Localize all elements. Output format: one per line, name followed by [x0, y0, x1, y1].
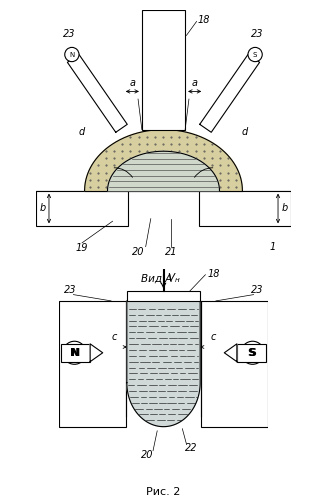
Bar [36, 191, 128, 227]
Text: b: b [281, 204, 287, 214]
Polygon shape [224, 344, 237, 362]
Circle shape [63, 341, 86, 364]
Bar [127, 291, 200, 301]
Text: 23: 23 [251, 29, 264, 39]
Text: S: S [249, 348, 257, 358]
Text: N: N [71, 348, 80, 358]
Text: a: a [192, 78, 198, 88]
Bar [59, 301, 126, 427]
Text: N: N [69, 51, 75, 57]
Text: 23: 23 [64, 285, 77, 295]
Text: 20: 20 [141, 450, 153, 460]
Text: a: a [129, 78, 135, 88]
Text: 18: 18 [208, 268, 220, 278]
Polygon shape [90, 344, 103, 362]
Text: Вид А: Вид А [142, 273, 173, 283]
Text: 20: 20 [132, 247, 144, 257]
Text: c: c [210, 332, 215, 342]
Polygon shape [108, 151, 219, 191]
Text: 23: 23 [250, 285, 263, 295]
Text: 1: 1 [270, 242, 276, 251]
Text: d: d [79, 127, 85, 137]
Text: S: S [248, 348, 255, 358]
Bar [201, 301, 268, 427]
Text: c: c [112, 332, 117, 342]
Bar [199, 191, 291, 227]
Text: b: b [40, 204, 46, 214]
Bar [142, 10, 185, 130]
Text: 23: 23 [63, 29, 76, 39]
Polygon shape [67, 54, 127, 132]
Polygon shape [200, 54, 260, 132]
Polygon shape [85, 130, 242, 191]
Bar [237, 344, 266, 362]
Text: Рис. 2: Рис. 2 [146, 487, 181, 497]
Text: 18: 18 [198, 15, 210, 25]
Text: 22: 22 [184, 443, 197, 453]
Text: 21: 21 [165, 247, 177, 257]
Polygon shape [127, 301, 200, 427]
Circle shape [241, 341, 264, 364]
Circle shape [65, 47, 79, 62]
Bar [61, 344, 90, 362]
Text: S: S [253, 51, 257, 57]
Text: N: N [70, 348, 79, 358]
Text: А: А [160, 29, 167, 39]
Text: 19: 19 [76, 243, 88, 253]
Text: $V_н$: $V_н$ [167, 271, 180, 285]
Circle shape [248, 47, 262, 62]
Text: d: d [242, 127, 248, 137]
